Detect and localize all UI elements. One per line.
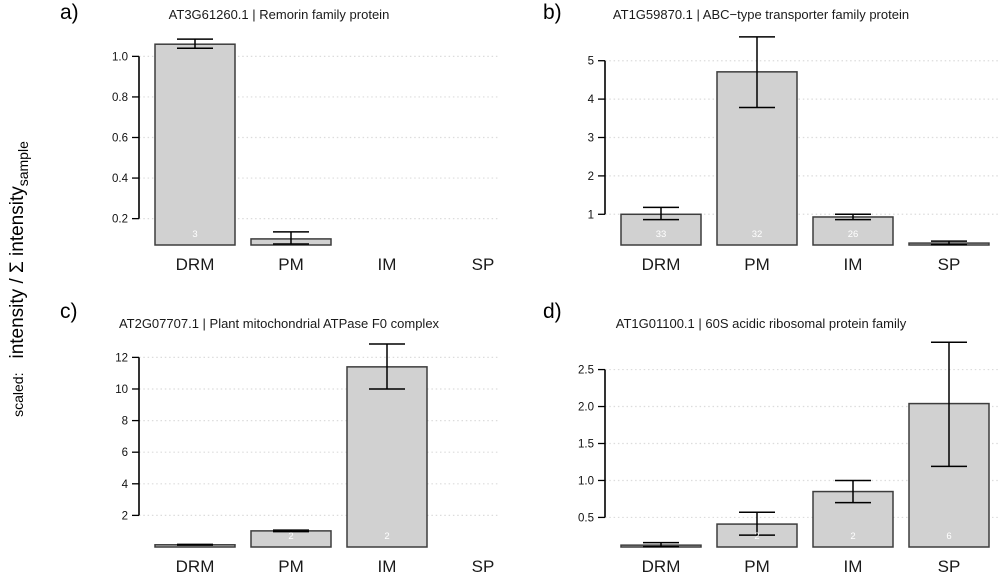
x-category-label: IM	[378, 557, 397, 576]
y-tick-label: 1	[588, 209, 594, 221]
y-axis-label-prefix: scaled:	[10, 372, 26, 417]
x-category-label: IM	[844, 557, 863, 576]
panel-title-a: AT3G61260.1 | Remorin family protein	[168, 7, 390, 22]
y-tick-label: 2	[122, 510, 128, 522]
y-tick-label: 8	[122, 416, 128, 428]
bar	[346, 366, 428, 548]
x-category-label: SP	[938, 557, 961, 576]
x-category-label: PM	[744, 255, 770, 274]
panel-letter-a: a)	[60, 1, 79, 24]
y-tick-label: 2.0	[578, 402, 594, 414]
panel-letter-c: c)	[60, 300, 78, 323]
y-tick-label: 4	[122, 479, 129, 491]
count-label: 2	[850, 531, 855, 542]
y-tick-label: 1.0	[578, 475, 594, 487]
x-category-label: SP	[472, 255, 495, 274]
y-tick-label: 5	[588, 56, 594, 68]
panel-title-d: AT1G01100.1 | 60S acidic ribosomal prote…	[615, 316, 907, 331]
bar	[812, 216, 894, 246]
y-tick-label: 2	[588, 171, 594, 183]
y-tick-label: 0.8	[112, 92, 128, 104]
panel-c-plot: 2 4 6 8 10 12 DRM 2 PM 2 IM SP	[115, 343, 499, 576]
count-label: 6	[946, 531, 951, 542]
x-category-label: DRM	[176, 557, 215, 576]
y-axis-label: scaled: intensity / Σ intensitysample	[7, 101, 33, 457]
panel-b-plot: 1 2 3 4 5 33 DRM 32 PM 26 IM SP	[588, 36, 998, 274]
y-tick-label: 0.5	[578, 512, 594, 524]
count-label: 2	[754, 531, 759, 542]
y-axis-label-subscript: sample	[15, 141, 31, 187]
count-label: 33	[656, 229, 667, 240]
count-label: 26	[848, 229, 859, 240]
bar	[154, 43, 236, 246]
panel-letter-b: b)	[543, 1, 562, 24]
x-category-label: PM	[278, 557, 304, 576]
y-tick-label: 0.6	[112, 133, 128, 145]
count-label: 3	[192, 229, 197, 240]
x-category-label: SP	[938, 255, 961, 274]
count-label: 2	[288, 531, 293, 542]
y-tick-label: 12	[115, 352, 128, 364]
y-tick-label: 1.0	[112, 51, 128, 63]
y-tick-label: 2.5	[578, 365, 594, 377]
count-label: 32	[752, 229, 763, 240]
y-tick-label: 0.4	[112, 173, 129, 185]
y-axis-label-main: intensity / Σ intensity	[7, 186, 28, 359]
x-category-label: IM	[844, 255, 863, 274]
x-category-label: DRM	[642, 255, 681, 274]
y-tick-label: 10	[115, 384, 128, 396]
y-tick-label: 4	[588, 94, 595, 106]
y-tick-label: 1.5	[578, 439, 594, 451]
panel-a-plot: 0.2 0.4 0.6 0.8 1.0 3 DRM PM IM SP	[112, 38, 499, 274]
count-label: 2	[384, 531, 389, 542]
x-category-label: SP	[472, 557, 495, 576]
y-tick-label: 0.2	[112, 214, 128, 226]
y-tick-label: 6	[122, 447, 128, 459]
panel-title-b: AT1G59870.1 | ABC−type transporter famil…	[612, 7, 910, 22]
x-category-label: DRM	[176, 255, 215, 274]
x-category-label: PM	[744, 557, 770, 576]
x-category-label: IM	[378, 255, 397, 274]
x-category-label: DRM	[642, 557, 681, 576]
y-tick-label: 3	[588, 133, 594, 145]
panel-letter-d: d)	[543, 300, 562, 323]
x-category-label: PM	[278, 255, 304, 274]
panel-title-c: AT2G07707.1 | Plant mitochondrial ATPase…	[118, 316, 440, 331]
panel-d-plot: 0.5 1.0 1.5 2.0 2.5 DRM 2 PM 2 IM 6 SP	[578, 341, 998, 576]
